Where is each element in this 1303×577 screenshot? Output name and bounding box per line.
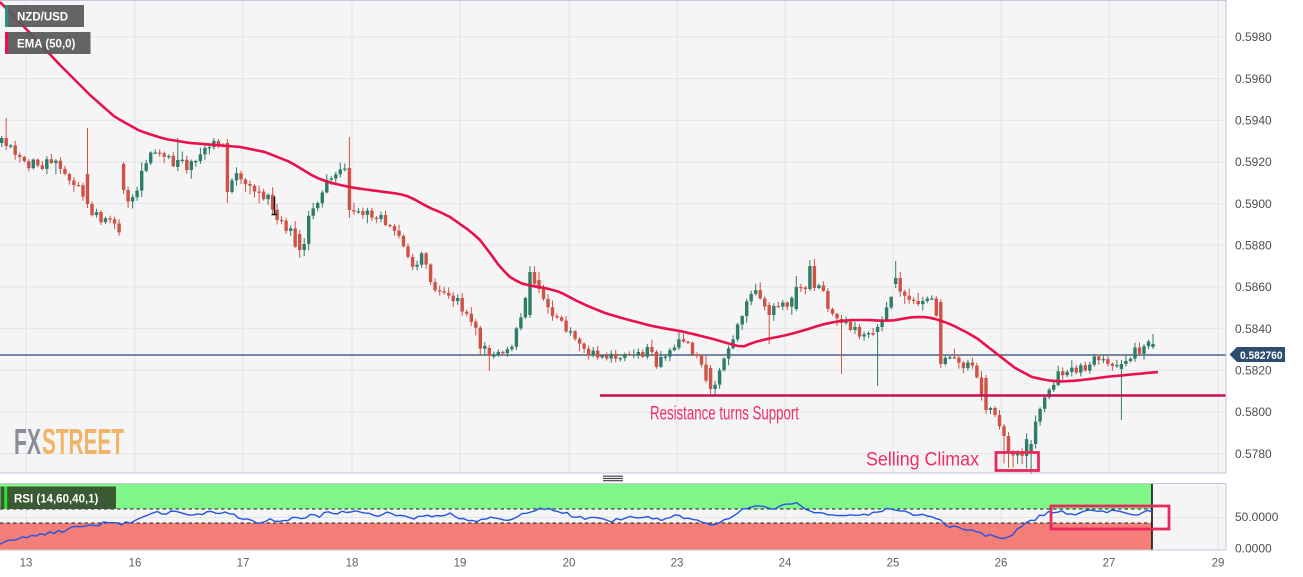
svg-text:0.5840: 0.5840	[1235, 322, 1272, 336]
svg-text:EMA (50,0): EMA (50,0)	[17, 38, 76, 50]
svg-text:Selling Climax: Selling Climax	[866, 450, 979, 471]
svg-text:24: 24	[779, 558, 792, 570]
svg-text:0.5860: 0.5860	[1235, 280, 1272, 294]
svg-text:19: 19	[454, 558, 467, 570]
svg-text:20: 20	[563, 558, 576, 570]
svg-text:0.582760: 0.582760	[1240, 350, 1283, 362]
svg-text:16: 16	[129, 558, 142, 570]
svg-text:0.5980: 0.5980	[1235, 30, 1272, 44]
svg-text:23: 23	[671, 558, 684, 570]
svg-text:0.5880: 0.5880	[1235, 238, 1272, 252]
svg-text:STREET: STREET	[42, 421, 124, 462]
svg-text:29: 29	[1212, 558, 1225, 570]
svg-text:0.5780: 0.5780	[1235, 447, 1272, 461]
svg-text:0.5960: 0.5960	[1235, 72, 1272, 86]
svg-text:0.0000: 0.0000	[1235, 542, 1272, 556]
svg-text:27: 27	[1103, 558, 1116, 570]
svg-text:0.5900: 0.5900	[1235, 197, 1272, 211]
svg-text:Resistance turns Support: Resistance turns Support	[650, 404, 799, 425]
svg-text:50.0000: 50.0000	[1235, 510, 1279, 524]
svg-text:26: 26	[995, 558, 1008, 570]
svg-text:17: 17	[237, 558, 250, 570]
svg-text:18: 18	[346, 558, 359, 570]
svg-text:NZD/USD: NZD/USD	[17, 11, 68, 23]
svg-text:0.5920: 0.5920	[1235, 155, 1272, 169]
svg-text:13: 13	[20, 558, 33, 570]
svg-text:0.5940: 0.5940	[1235, 113, 1272, 127]
svg-text:FX: FX	[14, 421, 41, 462]
svg-text:RSI (14,60,40,1): RSI (14,60,40,1)	[14, 494, 99, 506]
svg-text:25: 25	[887, 558, 900, 570]
svg-text:0.5800: 0.5800	[1235, 405, 1272, 419]
svg-text:0.5820: 0.5820	[1235, 363, 1272, 377]
